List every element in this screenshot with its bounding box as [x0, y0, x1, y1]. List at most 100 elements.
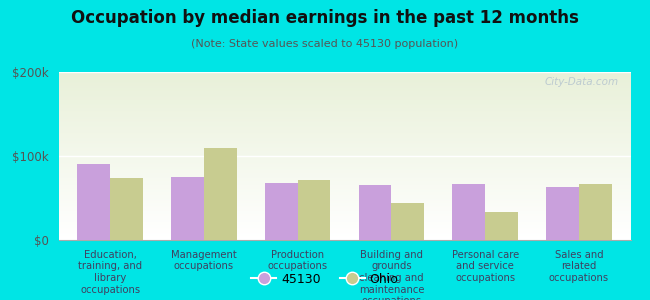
Bar [58, 165, 630, 166]
Bar [58, 179, 630, 180]
Bar [58, 128, 630, 129]
Bar [58, 88, 630, 89]
Bar [58, 114, 630, 115]
Bar [58, 134, 630, 135]
Bar [58, 157, 630, 158]
Bar [58, 106, 630, 107]
Bar [58, 112, 630, 113]
Bar [58, 213, 630, 214]
Bar [391, 203, 424, 240]
Bar [58, 80, 630, 81]
Bar [58, 236, 630, 237]
Bar [579, 184, 612, 240]
Bar [58, 105, 630, 106]
Bar [58, 172, 630, 173]
Bar [265, 183, 298, 240]
Bar [58, 90, 630, 91]
Bar [58, 154, 630, 155]
Bar [58, 135, 630, 136]
Bar [58, 239, 630, 240]
Bar [58, 87, 630, 88]
Bar [58, 168, 630, 169]
Bar [58, 162, 630, 163]
Bar [58, 169, 630, 170]
Bar [58, 235, 630, 236]
Bar [58, 138, 630, 139]
Bar [58, 224, 630, 225]
Bar [58, 227, 630, 228]
Bar [58, 109, 630, 110]
Bar [58, 190, 630, 191]
Bar [58, 231, 630, 232]
Bar [58, 208, 630, 209]
Bar [58, 96, 630, 97]
Bar [58, 206, 630, 207]
Bar [58, 118, 630, 119]
Bar [58, 177, 630, 178]
Bar [58, 193, 630, 194]
Bar [58, 144, 630, 145]
Bar [58, 84, 630, 85]
Bar [58, 158, 630, 159]
Bar [58, 151, 630, 152]
Bar [58, 216, 630, 217]
Bar [58, 79, 630, 80]
Bar [58, 127, 630, 128]
Bar [58, 189, 630, 190]
Bar [58, 130, 630, 131]
Bar [58, 194, 630, 195]
Bar [58, 115, 630, 116]
Bar [58, 212, 630, 213]
Bar [58, 75, 630, 76]
Bar [58, 223, 630, 224]
Bar [58, 143, 630, 144]
Bar [58, 95, 630, 96]
Bar [58, 161, 630, 162]
Bar [58, 221, 630, 222]
Bar [58, 207, 630, 208]
Bar [58, 196, 630, 197]
Bar [58, 178, 630, 179]
Bar [546, 187, 579, 240]
Bar [58, 180, 630, 181]
Bar [58, 92, 630, 93]
Bar [58, 140, 630, 141]
Bar [58, 188, 630, 189]
Bar [58, 169, 630, 170]
Bar [58, 225, 630, 226]
Bar [58, 125, 630, 126]
Bar [58, 129, 630, 130]
Bar [58, 192, 630, 193]
Bar [58, 147, 630, 148]
Bar [58, 203, 630, 204]
Bar [58, 83, 630, 84]
Bar [58, 234, 630, 235]
Bar [58, 148, 630, 149]
Bar [58, 155, 630, 156]
Bar [58, 142, 630, 143]
Bar [58, 211, 630, 212]
Bar [58, 219, 630, 220]
Bar [58, 159, 630, 160]
Bar [204, 148, 237, 240]
Bar [58, 164, 630, 165]
Bar [58, 74, 630, 75]
Bar [58, 119, 630, 120]
Bar [58, 94, 630, 95]
Bar [58, 97, 630, 98]
Bar [58, 226, 630, 227]
Bar [58, 209, 630, 210]
Bar [58, 107, 630, 108]
Bar [58, 113, 630, 114]
Bar [58, 126, 630, 127]
Bar [58, 173, 630, 174]
Bar [58, 81, 630, 82]
Bar [58, 116, 630, 117]
Bar [58, 174, 630, 175]
Bar [110, 178, 143, 240]
Bar [452, 184, 485, 240]
Bar [58, 215, 630, 216]
Bar [58, 222, 630, 223]
Bar [58, 198, 630, 199]
Bar [58, 100, 630, 101]
